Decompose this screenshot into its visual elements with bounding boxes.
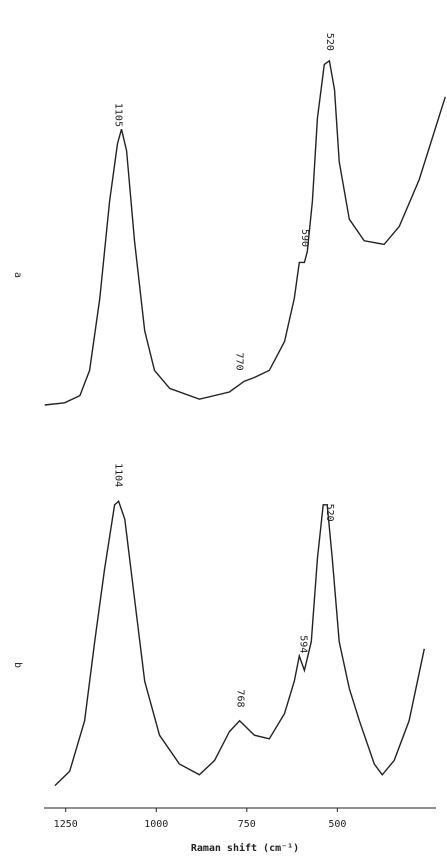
peak-label: 1105 [112, 103, 123, 127]
x-tick-label: 750 [238, 819, 256, 830]
peak-label: 1104 [113, 463, 124, 487]
peak-label: 520 [324, 504, 335, 522]
x-tick-label: 1250 [54, 819, 78, 830]
peak-label: 590 [299, 229, 310, 247]
spectrum-line [54, 499, 425, 787]
peak-label: 520 [324, 33, 335, 51]
spectrum-label: a [12, 272, 23, 278]
peak-label: 770 [234, 353, 245, 371]
peak-label: 768 [234, 689, 245, 707]
spectrum-label: b [12, 662, 23, 668]
x-tick-label: 500 [328, 819, 346, 830]
spectrum-line [44, 59, 446, 406]
x-axis-label: Raman shift (cm⁻¹) [191, 842, 299, 854]
x-tick-label: 1000 [144, 819, 168, 830]
peak-label: 594 [297, 635, 308, 653]
